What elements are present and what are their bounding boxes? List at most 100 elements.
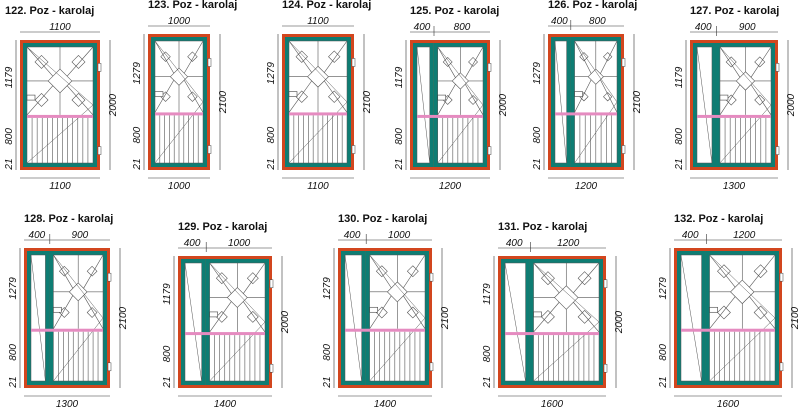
door-handle	[437, 94, 447, 101]
bottom-dimension: 1400	[374, 399, 397, 410]
opening-line	[53, 317, 104, 382]
height-dimension: 2100	[632, 90, 643, 114]
small-diamond	[160, 51, 171, 62]
drawing-title: 131. Poz - karolaj	[498, 221, 587, 233]
drawing-title: 124. Poz - karolaj	[282, 0, 371, 11]
small-diamond	[717, 264, 731, 279]
bottom-dimension: 1100	[307, 181, 329, 192]
small-diamond	[215, 272, 228, 285]
top-dimension: 1200	[557, 238, 580, 249]
left-dimension: 800	[266, 126, 277, 143]
pattern-line	[288, 40, 312, 73]
small-diamond	[187, 91, 198, 102]
pattern-line	[53, 254, 74, 289]
small-diamond	[215, 310, 228, 323]
pattern-line	[209, 262, 232, 294]
pattern-line	[209, 301, 232, 333]
left-dimension: 1179	[162, 283, 173, 305]
top-dimension: 800	[589, 16, 606, 27]
height-dimension: 2000	[280, 310, 291, 334]
small-diamond	[541, 309, 555, 324]
left-dimension: 800	[394, 128, 405, 145]
pattern-line	[464, 84, 484, 116]
height-dimension: 2000	[786, 93, 797, 117]
door-drawing: 125. Poz - karolaj 400 800 1200 1179 800 21 200…	[394, 5, 509, 192]
door-handle	[53, 306, 62, 313]
small-diamond	[717, 305, 731, 320]
glazing-pattern	[369, 254, 426, 329]
lower-bars	[442, 117, 479, 163]
pattern-line	[719, 84, 741, 116]
pattern-line	[437, 46, 456, 78]
door-handle	[709, 306, 718, 313]
transom-bar	[697, 114, 771, 118]
small-diamond	[603, 52, 613, 62]
panel-diagonal	[696, 46, 713, 164]
small-diamond	[725, 56, 737, 68]
hinge	[621, 58, 626, 67]
door-handle	[574, 91, 583, 97]
bottom-dimension: 1600	[541, 399, 564, 410]
small-diamond	[442, 57, 453, 67]
pattern-line	[369, 254, 392, 289]
pattern-line	[369, 295, 392, 329]
transom-bar	[345, 328, 425, 332]
pattern-line	[719, 46, 741, 78]
glazing-pattern	[533, 262, 600, 333]
small-diamond	[754, 94, 766, 106]
top-dimension: 400	[184, 238, 201, 249]
pattern-line	[403, 254, 426, 289]
pattern-line	[26, 46, 54, 77]
transom-bar	[417, 114, 483, 118]
opening-line	[154, 40, 204, 103]
drawing-title: 128. Poz - karolaj	[24, 213, 113, 225]
pattern-line	[83, 295, 104, 329]
small-diamond	[34, 93, 49, 107]
left-dimension: 21	[394, 158, 405, 170]
transom-bar	[155, 112, 203, 116]
opening-line	[709, 317, 776, 382]
door-drawing: 123. Poz - karolaj 1000 1000 1279 800 21 2100	[132, 0, 237, 192]
opening-line	[369, 254, 426, 319]
panel-diagonal	[30, 254, 46, 382]
lower-bars	[714, 331, 771, 381]
opening-line	[533, 262, 600, 323]
opening-line	[53, 254, 104, 319]
left-dimension: 800	[132, 126, 143, 143]
door-drawing: 124. Poz - karolaj 1100 1100 1279 800 21 2100	[266, 0, 373, 192]
opening-line	[26, 46, 94, 106]
left-dimension: 800	[162, 345, 173, 362]
pattern-line	[573, 302, 600, 333]
top-dimension: 400	[551, 16, 568, 27]
pattern-line	[403, 295, 426, 329]
transom-bar	[555, 112, 617, 116]
pattern-line	[154, 80, 175, 113]
opening-line	[209, 262, 266, 323]
pattern-line	[709, 296, 736, 329]
door-drawing: 122. Poz - karolaj 1100 1100 1179 800 21 2000	[4, 5, 119, 192]
small-diamond	[86, 265, 98, 277]
small-diamond	[58, 265, 70, 277]
opening-line	[574, 101, 618, 164]
opening-line	[288, 101, 348, 164]
door-drawing: 127. Poz - karolaj 400 900 1300 1179 800 21 200…	[674, 5, 797, 192]
left-dimension: 21	[4, 158, 15, 170]
drawing-title: 123. Poz - karolaj	[148, 0, 237, 11]
drawing-title: 129. Poz - karolaj	[178, 221, 267, 233]
pattern-line	[750, 84, 772, 116]
height-dimension: 2100	[790, 306, 800, 330]
small-diamond	[187, 51, 198, 62]
pattern-line	[533, 262, 560, 294]
opening-line	[574, 40, 618, 103]
small-diamond	[71, 93, 86, 107]
bottom-dimension: 1300	[723, 181, 746, 192]
door-drawing: 131. Poz - karolaj 400 1200 1600 1179 800 21 20…	[482, 221, 625, 410]
opening-line	[154, 101, 204, 164]
lower-bars	[374, 331, 421, 381]
hinge	[603, 363, 608, 373]
opening-line	[26, 104, 94, 164]
pattern-line	[83, 254, 104, 289]
hinge	[351, 58, 356, 67]
door-handle	[209, 311, 218, 318]
